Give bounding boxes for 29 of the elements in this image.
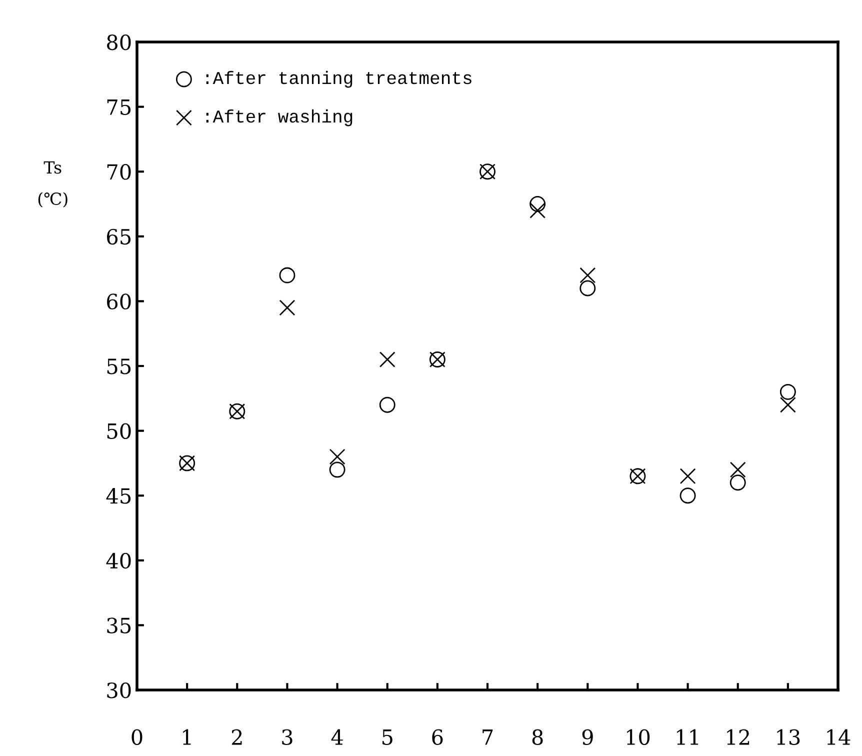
x-tick-label: 14 [827, 729, 850, 745]
x-tick-label: 0 [132, 729, 142, 746]
x-tick-label: 8 [532, 729, 543, 746]
y-tick-label: 35 [107, 618, 131, 634]
y-tick-label: 40 [106, 552, 131, 569]
legend-label: :After washing [206, 109, 352, 126]
x-tick-label: 9 [582, 729, 593, 746]
y-axis-title: Ts (℃) [38, 161, 68, 208]
x-tick-label: 13 [777, 729, 800, 746]
y-tick-label: 50 [107, 423, 131, 440]
x-tick-label: 11 [677, 729, 698, 745]
y-tick-label: 45 [106, 488, 131, 504]
x-tick-label: 3 [282, 729, 292, 746]
legend-label: :After tanning treatments [206, 70, 472, 88]
x-tick-label: 10 [627, 729, 650, 746]
x-tick-label: 4 [331, 729, 343, 745]
y-tick-label: 60 [107, 294, 131, 310]
x-tick-label: 5 [382, 730, 392, 746]
y-tick-label: 55 [107, 358, 131, 374]
y-tick-label: 70 [107, 164, 131, 180]
y-tick-label: 65 [107, 228, 131, 245]
y-tick-label: 75 [107, 100, 131, 116]
x-tick-label: 2 [232, 729, 242, 745]
x-tick-label: 7 [482, 730, 493, 745]
x-tick-label: 12 [727, 729, 750, 745]
y-tick-label: 30 [107, 682, 131, 698]
y-tick-label: 80 [107, 34, 131, 50]
x-tick-label: 1 [182, 729, 191, 745]
x-tick-label: 6 [432, 729, 443, 746]
